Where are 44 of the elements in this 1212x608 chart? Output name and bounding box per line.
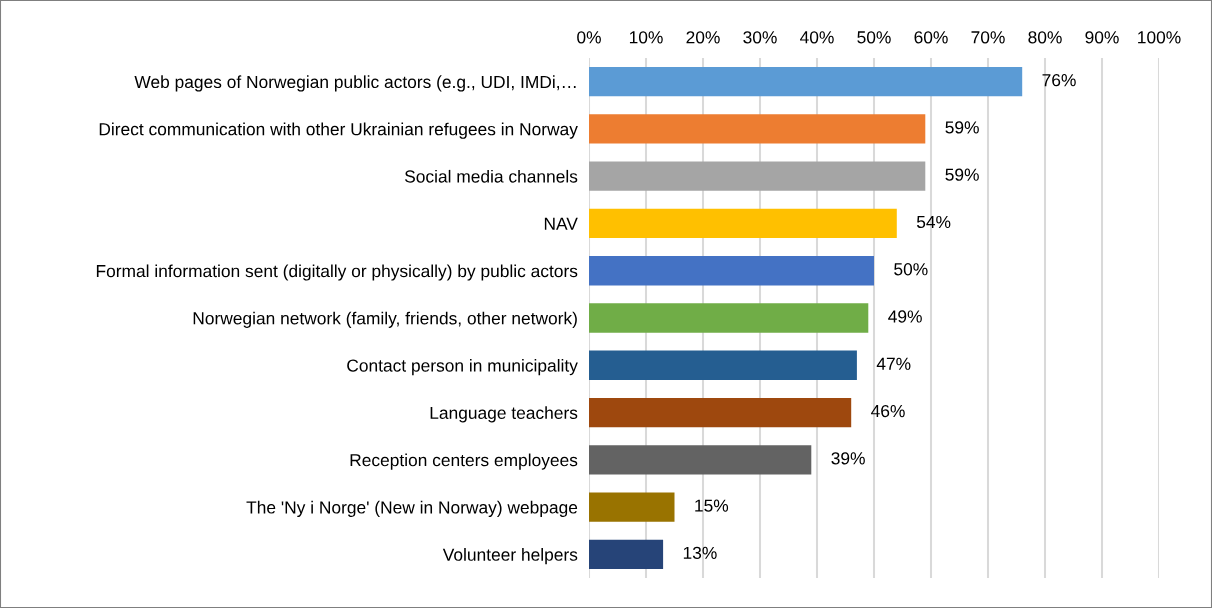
x-tick-label: 80% bbox=[1028, 31, 1062, 44]
data-label: 46% bbox=[871, 404, 905, 418]
x-tick-label: 20% bbox=[686, 31, 720, 44]
x-tick-label: 60% bbox=[914, 31, 948, 44]
y-tick-label: NAV bbox=[544, 217, 578, 230]
x-tick-label: 50% bbox=[857, 31, 891, 44]
bar bbox=[589, 303, 869, 333]
bar bbox=[589, 539, 664, 570]
data-label: 50% bbox=[894, 263, 928, 276]
y-tick-label: Contact person in municipality bbox=[347, 358, 578, 376]
y-tick-label: Formal information sent (digitally or physically) by public actors bbox=[96, 264, 578, 281]
x-tick-label: 70% bbox=[971, 31, 1005, 44]
y-tick-label: Web pages of Norwegian public actors (e.g., UDI, IMDi,… bbox=[134, 75, 576, 92]
data-label: 59% bbox=[945, 121, 979, 134]
data-label: 76% bbox=[1042, 74, 1076, 87]
bar bbox=[589, 445, 812, 475]
bar bbox=[589, 161, 926, 191]
data-label: 39% bbox=[831, 452, 865, 465]
y-tick-label: Reception centers employees bbox=[350, 453, 578, 470]
y-tick-label: Volunteer helpers bbox=[442, 548, 578, 565]
bar bbox=[589, 208, 897, 239]
y-tick-label: Direct communication with other Ukrainian refugees in Norway bbox=[99, 122, 578, 139]
x-tick-label: 40% bbox=[800, 31, 834, 44]
x-tick-label: 0% bbox=[577, 31, 601, 44]
x-tick-label: 10% bbox=[629, 31, 663, 44]
bar bbox=[589, 397, 852, 428]
y-tick-label: Social media channels bbox=[404, 169, 578, 183]
data-label: 13% bbox=[683, 546, 717, 560]
bar bbox=[589, 66, 1023, 97]
y-tick-label: Norwegian network (family, friends, other network) bbox=[193, 311, 577, 328]
data-label: 47% bbox=[876, 357, 911, 370]
x-tick-label: 100% bbox=[1138, 31, 1181, 44]
bar bbox=[589, 350, 857, 380]
bar bbox=[589, 114, 926, 144]
data-label: 54% bbox=[916, 215, 951, 229]
bar bbox=[589, 256, 874, 286]
y-tick-label: Language teachers bbox=[430, 406, 578, 423]
y-tick-label: The 'Ny i Norge' (New in Norway) webpage bbox=[246, 500, 578, 517]
x-tick-label: 90% bbox=[1085, 31, 1119, 44]
data-label: 49% bbox=[888, 310, 922, 323]
data-label: 15% bbox=[695, 499, 729, 512]
bar bbox=[589, 492, 675, 522]
x-tick-label: 30% bbox=[743, 31, 777, 44]
data-label: 59% bbox=[945, 168, 979, 181]
